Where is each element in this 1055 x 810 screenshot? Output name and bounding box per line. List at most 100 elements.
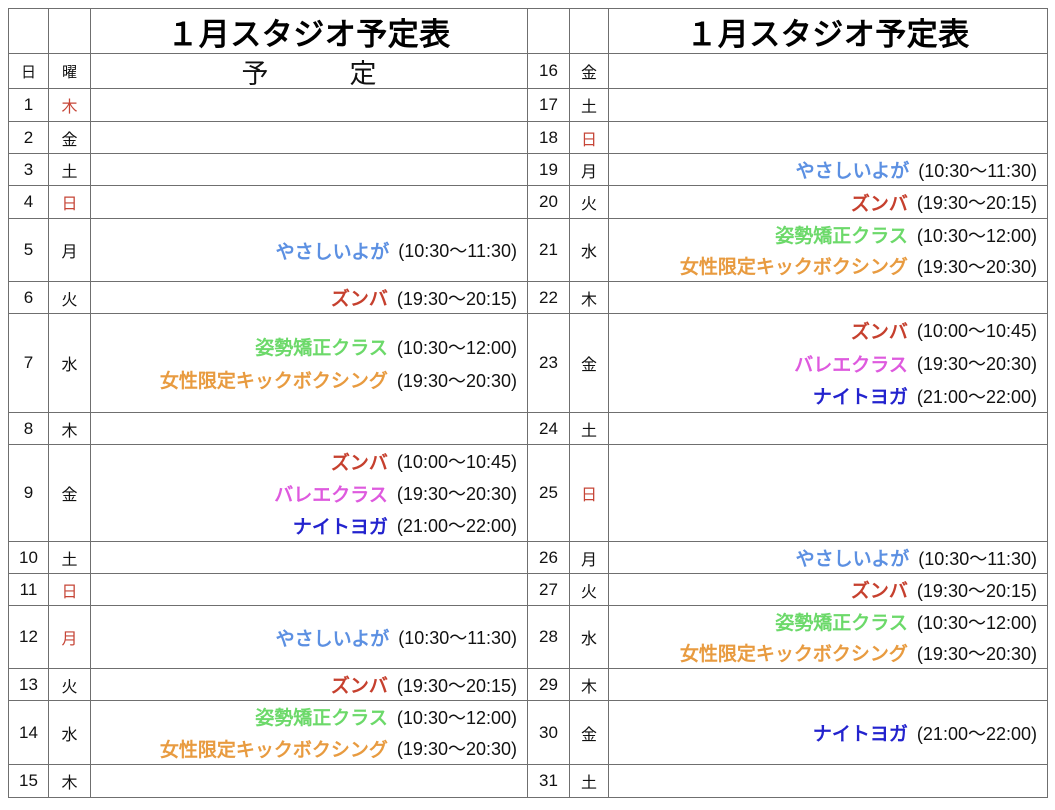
- class-entry: 姿勢矯正クラス (10:30〜12:00): [95, 330, 517, 363]
- schedule-cell: やさしいよが (10:30〜11:30): [609, 154, 1048, 186]
- class-time: (19:30〜20:15): [916, 193, 1037, 213]
- day-number-cell: 21: [528, 219, 570, 282]
- schedule-cell: ズンバ (10:00〜10:45) バレエクラス (19:30〜20:30) ナイトヨガ…: [91, 445, 528, 542]
- weekday-cell: 月: [49, 606, 91, 669]
- class-entry: バレエクラス (19:30〜20:30): [613, 347, 1037, 380]
- class-name: 女性限定キックボクシング: [159, 371, 388, 392]
- class-time: (19:30〜20:30): [916, 643, 1037, 664]
- class-time: (21:00〜22:00): [396, 516, 517, 536]
- class-entry: ズンバ (19:30〜20:15): [95, 282, 517, 313]
- class-time: (19:30〜20:30): [396, 370, 517, 391]
- day-number-cell: 8: [9, 413, 49, 445]
- class-name: ナイトヨガ: [812, 724, 908, 745]
- class-time: (10:30〜11:30): [918, 160, 1037, 181]
- weekday-cell: 金: [570, 54, 609, 89]
- class-name: バレエクラス: [274, 484, 388, 506]
- schedule-cell: [91, 122, 528, 154]
- class-name: 姿勢矯正クラス: [255, 338, 388, 359]
- weekday-cell: 金: [49, 445, 91, 542]
- class-time: (10:30〜11:30): [918, 548, 1037, 569]
- class-entry: 姿勢矯正クラス (10:30〜12:00): [95, 701, 517, 733]
- class-name: ズンバ: [850, 581, 908, 602]
- schedule-cell: [609, 669, 1048, 701]
- class-name: 女性限定キックボクシング: [159, 739, 388, 761]
- weekday-cell: 日: [49, 574, 91, 606]
- class-entry: ナイトヨガ (21:00〜22:00): [613, 716, 1037, 749]
- class-name: ズンバ: [850, 321, 908, 343]
- class-name: 姿勢矯正クラス: [775, 226, 908, 247]
- schedule-cell: [609, 122, 1048, 154]
- day-number-cell: 7: [9, 314, 49, 413]
- schedule-cell: ズンバ (19:30〜20:15): [609, 186, 1048, 219]
- schedule-cell: [91, 186, 528, 219]
- day-number-cell: 31: [528, 765, 570, 798]
- day-number-cell: 1: [9, 89, 49, 122]
- weekday-cell: 金: [570, 701, 609, 765]
- weekday-cell: 火: [570, 186, 609, 219]
- class-entry: 女性限定キックボクシング (19:30〜20:30): [95, 363, 517, 396]
- schedule-cell: 姿勢矯正クラス (10:30〜12:00) 女性限定キックボクシング (19:30〜2…: [91, 314, 528, 413]
- class-entry: やさしいよが (10:30〜11:30): [95, 621, 517, 654]
- day-number-cell: 19: [528, 154, 570, 186]
- table-title-right: １月スタジオ予定表: [609, 9, 1048, 54]
- class-entry: やさしいよが (10:30〜11:30): [95, 234, 517, 267]
- class-entry: ズンバ (19:30〜20:15): [613, 574, 1037, 605]
- weekday-cell: 水: [570, 219, 609, 282]
- schedule-cell: [609, 445, 1048, 542]
- class-time: (10:30〜12:00): [396, 337, 517, 358]
- weekday-cell: 火: [49, 282, 91, 314]
- schedule-cell: やさしいよが (10:30〜11:30): [91, 606, 528, 669]
- weekday-cell: 月: [570, 154, 609, 186]
- weekday-cell: 金: [49, 122, 91, 154]
- day-number-cell: 11: [9, 574, 49, 606]
- class-time: (10:30〜11:30): [398, 241, 517, 261]
- corner-cell-right-day: [528, 9, 570, 54]
- day-number-cell: 2: [9, 122, 49, 154]
- day-number-cell: 18: [528, 122, 570, 154]
- class-time: (10:00〜10:45): [916, 321, 1037, 342]
- schedule-cell: [91, 574, 528, 606]
- class-name: ズンバ: [330, 676, 388, 697]
- schedule-cell: [91, 154, 528, 186]
- day-number-cell: 5: [9, 219, 49, 282]
- schedule-cell: やさしいよが (10:30〜11:30): [91, 219, 528, 282]
- class-entry: 姿勢矯正クラス (10:30〜12:00): [613, 606, 1037, 637]
- class-name: ナイトヨガ: [292, 516, 388, 538]
- class-name: ナイトヨガ: [812, 387, 908, 409]
- class-entry: バレエクラス (19:30〜20:30): [95, 477, 517, 509]
- class-time: (21:00〜22:00): [916, 386, 1037, 407]
- class-name: やさしいよが: [795, 161, 910, 182]
- class-entry: 女性限定キックボクシング (19:30〜20:30): [613, 250, 1037, 281]
- day-number-cell: 9: [9, 445, 49, 542]
- schedule-cell: [91, 765, 528, 798]
- weekday-cell: 土: [570, 765, 609, 798]
- header-schedule: 予 定: [91, 54, 528, 89]
- schedule-cell: [91, 542, 528, 574]
- schedule-cell: [91, 413, 528, 445]
- corner-cell-right-weekday: [570, 9, 609, 54]
- class-name: ズンバ: [850, 193, 908, 215]
- day-number-cell: 3: [9, 154, 49, 186]
- class-time: (19:30〜20:15): [396, 675, 517, 696]
- schedule-cell: ナイトヨガ (21:00〜22:00): [609, 701, 1048, 765]
- class-time: (19:30〜20:30): [916, 354, 1037, 374]
- class-time: (19:30〜20:15): [916, 580, 1037, 601]
- class-time: (19:30〜20:15): [396, 288, 517, 309]
- class-name: 女性限定キックボクシング: [679, 257, 908, 278]
- header-weekday: 曜: [49, 54, 91, 89]
- header-day: 日: [9, 54, 49, 89]
- weekday-cell: 日: [570, 445, 609, 542]
- schedule-cell: [609, 89, 1048, 122]
- weekday-cell: 火: [49, 669, 91, 701]
- class-time: (10:30〜11:30): [398, 628, 517, 648]
- class-name: ズンバ: [330, 289, 388, 310]
- weekday-cell: 月: [49, 219, 91, 282]
- weekday-cell: 木: [570, 669, 609, 701]
- day-number-cell: 25: [528, 445, 570, 542]
- day-number-cell: 26: [528, 542, 570, 574]
- class-entry: 女性限定キックボクシング (19:30〜20:30): [95, 733, 517, 765]
- weekday-cell: 土: [49, 542, 91, 574]
- class-name: 姿勢矯正クラス: [775, 613, 908, 634]
- weekday-cell: 水: [49, 701, 91, 765]
- day-number-cell: 20: [528, 186, 570, 219]
